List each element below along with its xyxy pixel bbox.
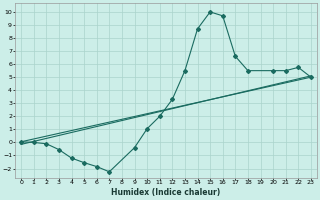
X-axis label: Humidex (Indice chaleur): Humidex (Indice chaleur) bbox=[111, 188, 220, 197]
